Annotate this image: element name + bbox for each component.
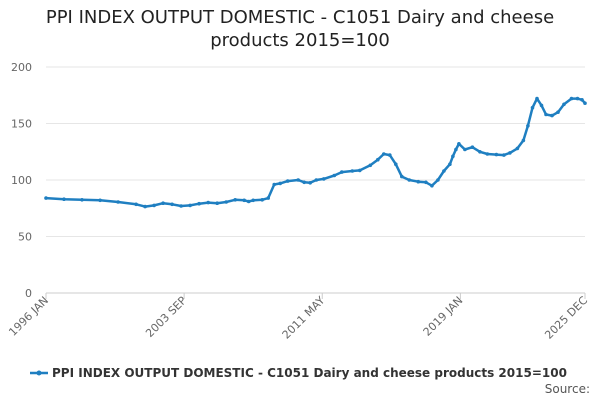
y-tick-label: 50: [18, 231, 32, 244]
series-point: [526, 124, 530, 128]
series-point: [436, 178, 440, 182]
series-point: [350, 169, 355, 173]
y-tick-label: 100: [11, 174, 32, 187]
series-point: [170, 202, 174, 207]
series-point: [430, 183, 434, 188]
series-point: [322, 177, 326, 181]
series-point: [368, 163, 373, 168]
series-point: [215, 201, 219, 205]
series-point: [233, 198, 237, 202]
series-point: [556, 110, 560, 114]
x-tick-label: 1996 JAN: [6, 294, 51, 339]
series-point: [179, 204, 183, 208]
series-point: [242, 198, 246, 203]
series-point: [463, 147, 467, 152]
series-point: [358, 168, 362, 173]
series-point: [285, 179, 290, 183]
y-tick-label: 200: [11, 61, 32, 74]
series-point: [143, 204, 147, 209]
series-point: [308, 181, 313, 185]
series-point: [134, 202, 138, 207]
grid-lines: [46, 66, 585, 237]
y-tick-label: 0: [25, 287, 32, 300]
series-point: [161, 201, 165, 205]
series-point: [80, 198, 84, 202]
series-point: [197, 201, 201, 206]
series-layer: [44, 96, 587, 209]
x-tick-label: 2019 JAN: [421, 294, 466, 339]
series-point: [562, 102, 566, 107]
series-point: [407, 178, 412, 182]
source-label: Source:: [545, 382, 590, 396]
series-point: [116, 200, 120, 204]
series-point: [550, 113, 554, 118]
chart-title-line-1: PPI INDEX OUTPUT DOMESTIC - C1051 Dairy …: [45, 7, 555, 28]
series-point: [296, 178, 301, 182]
series-point: [470, 145, 475, 149]
x-tick-label: 2003 SEP: [143, 294, 189, 340]
x-tick-label: 2011 MAY: [280, 294, 328, 342]
series-point: [246, 199, 251, 204]
x-tick-label: 2025 DEC: [542, 294, 590, 342]
series-point: [521, 138, 526, 143]
legend-swatch-marker: [36, 370, 42, 376]
chart-title: PPI INDEX OUTPUT DOMESTIC - C1051 Dairy …: [0, 6, 600, 52]
series-point: [260, 198, 265, 202]
series-point: [416, 179, 421, 184]
series-point: [382, 152, 386, 156]
series-point: [535, 96, 539, 101]
x-axis: 1996 JAN 2003 SEP 2011 MAY 2019 JAN 2025 DEC: [6, 292, 590, 342]
series-point: [515, 146, 520, 151]
series-point: [442, 169, 446, 173]
series-point: [394, 162, 398, 166]
series-point: [451, 154, 455, 159]
legend-entry-label: PPI INDEX OUTPUT DOMESTIC - C1051 Dairy …: [52, 366, 567, 380]
series-point: [494, 152, 499, 157]
y-axis-tick-labels: 0 50 100 150 200: [11, 61, 32, 300]
chart-title-line-2: products 2015=100: [210, 30, 390, 51]
series-point: [152, 203, 156, 208]
series-point: [508, 151, 512, 155]
series-point: [251, 198, 255, 203]
series-point: [224, 200, 228, 204]
series-point: [544, 112, 548, 117]
series-point: [575, 96, 580, 101]
series-point: [400, 174, 404, 179]
series-point: [266, 196, 271, 200]
series-point: [314, 178, 319, 182]
series-point: [539, 103, 544, 108]
series-point: [583, 101, 587, 105]
series-point: [62, 197, 66, 201]
series-point: [44, 196, 48, 200]
series-point: [206, 200, 210, 205]
series-point: [332, 173, 337, 178]
series-point: [302, 180, 307, 185]
series-point: [424, 180, 428, 185]
series-point: [340, 170, 344, 174]
series-point: [457, 142, 461, 146]
series-point: [485, 152, 490, 156]
legend: PPI INDEX OUTPUT DOMESTIC - C1051 Dairy …: [30, 366, 567, 380]
series-point: [272, 182, 277, 187]
series-point: [278, 181, 283, 186]
series-point: [98, 198, 102, 203]
series-point: [188, 203, 192, 208]
series-point: [388, 153, 392, 157]
series-point: [448, 162, 452, 166]
series-point: [580, 98, 584, 102]
series-line-0: [45, 97, 586, 208]
series-point: [478, 150, 482, 154]
series-point: [454, 147, 458, 152]
series-point: [376, 157, 380, 162]
y-tick-label: 150: [11, 118, 32, 131]
series-point: [502, 153, 506, 157]
series-point: [569, 96, 574, 101]
series-point: [530, 105, 535, 110]
